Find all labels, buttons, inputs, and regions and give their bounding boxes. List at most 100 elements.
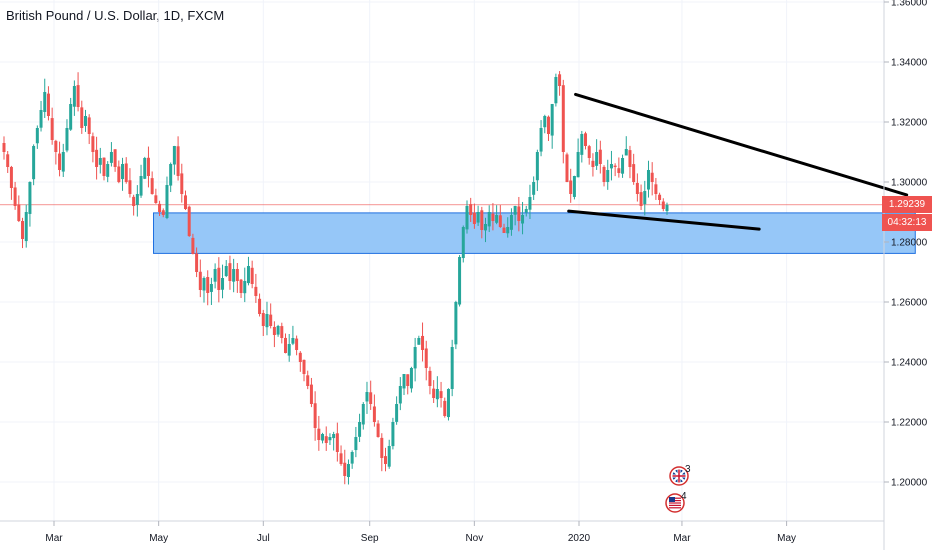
candle-body: [358, 422, 362, 437]
candle-body: [135, 194, 139, 205]
price-tick-label: 1.20000: [891, 478, 928, 489]
candle-body: [117, 166, 121, 182]
candle-body: [224, 266, 228, 277]
candle-body: [506, 227, 510, 234]
economic-events[interactable]: 34: [665, 464, 691, 513]
candle-body: [421, 335, 425, 350]
candle-body: [550, 104, 554, 136]
candle-body: [502, 227, 506, 233]
candle-body: [302, 359, 306, 374]
candle-body: [95, 149, 99, 167]
candle-body: [87, 117, 91, 134]
candle-body: [539, 128, 543, 152]
time-tick-label: Mar: [673, 533, 691, 544]
candle-body: [287, 344, 291, 356]
candle-body: [509, 215, 513, 230]
candle-body: [658, 194, 662, 200]
candle-body: [432, 388, 436, 398]
candle-body: [398, 386, 402, 404]
candle-body: [143, 158, 147, 179]
candle-body: [443, 400, 447, 416]
candle-body: [309, 384, 313, 404]
candle-body: [265, 314, 269, 328]
candle-body: [283, 337, 287, 353]
time-tick-label: Sep: [361, 533, 379, 544]
candle-body: [198, 271, 202, 290]
candle-body: [317, 428, 321, 440]
candle-body: [346, 464, 350, 477]
candle-body: [532, 182, 536, 195]
candle-body: [69, 104, 73, 130]
price-tick-label: 1.24000: [891, 358, 928, 369]
upper-trendline[interactable]: [574, 92, 909, 197]
candle-body: [646, 170, 650, 190]
event-marker[interactable]: 3: [669, 464, 691, 486]
candle-body: [621, 158, 625, 174]
candle-body: [591, 160, 595, 167]
candle-body: [639, 192, 643, 206]
candle-body: [28, 182, 32, 214]
uk-flag-icon: [672, 469, 686, 483]
price-axis[interactable]: 1.20000 1.22000 1.24000 1.26000 1.28000 1.300…: [884, 0, 928, 489]
candle-body: [450, 347, 454, 390]
candle-body: [565, 154, 569, 182]
candle-body: [58, 153, 62, 170]
candle-body: [650, 172, 654, 182]
candle-body: [576, 152, 580, 178]
candle-body: [628, 150, 632, 167]
candle-body: [306, 375, 310, 386]
candle-body: [613, 165, 617, 167]
time-tick-label: May: [149, 533, 168, 544]
candle-body: [654, 184, 658, 194]
candle-body: [195, 253, 199, 272]
candle-body: [32, 146, 36, 180]
candle-body: [54, 140, 58, 152]
time-tick-label: May: [777, 533, 796, 544]
candle-body: [298, 352, 302, 362]
candle-body: [35, 128, 39, 144]
support-zone[interactable]: [153, 212, 916, 254]
candle-body: [372, 406, 376, 422]
candle-body: [446, 389, 450, 418]
candle-body: [65, 128, 69, 151]
time-tick-label: Nov: [465, 533, 483, 544]
candle-body: [335, 433, 339, 452]
candle-body: [102, 157, 106, 176]
time-tick-label: 2020: [568, 533, 591, 544]
candle-body: [480, 210, 484, 230]
event-marker[interactable]: 4: [665, 491, 687, 513]
candle-body: [498, 215, 502, 227]
candle-body: [491, 213, 495, 221]
candle-body: [235, 268, 239, 281]
current-price-label: 1.29239: [882, 195, 932, 213]
candle-body: [339, 453, 343, 464]
candle-body: [609, 164, 613, 169]
trendlines[interactable]: [567, 92, 909, 231]
candle-body: [202, 278, 206, 291]
candle-body: [454, 302, 458, 345]
candle-body: [595, 152, 599, 166]
candle-body: [128, 180, 132, 194]
candle-body: [587, 146, 591, 158]
candle-body: [6, 154, 10, 167]
candle-body: [313, 403, 317, 428]
candle-body: [435, 389, 439, 400]
lower-trendline[interactable]: [567, 209, 761, 231]
price-tick-label: 1.26000: [891, 298, 928, 309]
candle-body: [232, 269, 236, 282]
candle-body: [465, 206, 469, 230]
candle-body: [584, 133, 588, 146]
candle-body: [161, 210, 165, 215]
candle-body: [624, 149, 628, 156]
candle-body: [617, 168, 621, 173]
candle-body: [632, 164, 636, 182]
candle-body: [402, 374, 406, 389]
candle-body: [487, 212, 491, 227]
candle-body: [239, 279, 243, 293]
candle-body: [495, 215, 499, 223]
support-zone-rect[interactable]: [153, 212, 916, 254]
candle-body: [409, 368, 413, 389]
candle-body: [165, 185, 169, 218]
time-axis[interactable]: Mar May Jul Sep Nov 2020 Mar May: [45, 521, 796, 544]
